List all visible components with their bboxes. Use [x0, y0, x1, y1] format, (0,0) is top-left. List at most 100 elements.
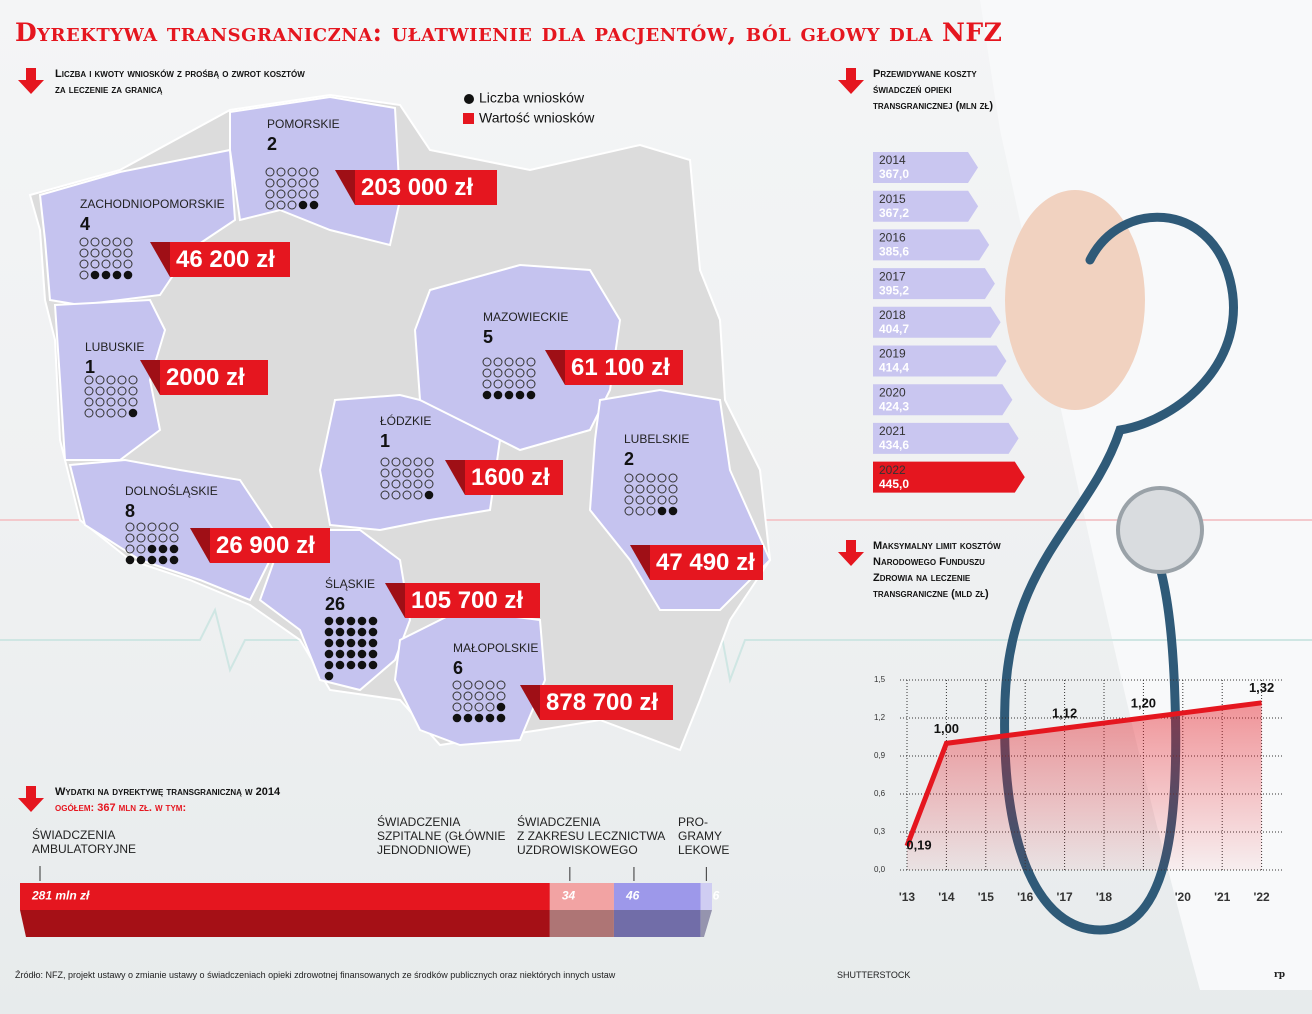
empty-dot [504, 368, 514, 378]
empty-dot [504, 379, 514, 389]
value-label: 0,19 [906, 837, 931, 852]
legend-marker [464, 94, 474, 104]
projection-bar [873, 229, 990, 261]
arrow-icon [18, 68, 44, 94]
x-tick-label: '15 [978, 890, 995, 904]
region-count: 26 [325, 594, 345, 614]
count-dot [298, 200, 308, 210]
empty-dot [117, 408, 127, 418]
y-tick-label: 1,5 [874, 675, 886, 684]
region-shape [53, 298, 167, 461]
count-dot [357, 638, 367, 648]
main-title: Dyrektywa transgraniczna: ułatwienie dla… [15, 18, 1003, 47]
empty-dot [298, 178, 308, 188]
empty-dot [123, 237, 133, 247]
arrow-icon [838, 68, 864, 94]
count-dot [368, 638, 378, 648]
count-dot [147, 555, 157, 565]
empty-dot [158, 533, 168, 543]
count-dot [101, 270, 111, 280]
empty-dot [496, 691, 506, 701]
empty-dot [147, 522, 157, 532]
empty-dot [452, 691, 462, 701]
value-label: 424,3 [879, 399, 909, 413]
count-dot [324, 638, 334, 648]
count-dot [169, 555, 179, 565]
count-dot [335, 660, 345, 670]
badge-tail [150, 242, 170, 277]
legend-marker [463, 113, 474, 124]
year-label: 2017 [879, 269, 906, 283]
value-label: 47 490 zł [656, 549, 755, 576]
region-count: 4 [80, 214, 90, 234]
category-label: Z ZAKRESU LECZNICTWA [517, 829, 665, 843]
empty-dot [309, 178, 319, 188]
empty-dot [265, 178, 275, 188]
value-label: 395,2 [879, 283, 909, 297]
value-label: 1,00 [934, 721, 959, 736]
count-dot [515, 390, 525, 400]
count-dot [368, 649, 378, 659]
count-dot [136, 555, 146, 565]
region-name: ZACHODNIOPOMORSKIE [80, 197, 225, 211]
count-dot [335, 616, 345, 626]
count-dot [368, 616, 378, 626]
year-label: 2020 [879, 385, 906, 399]
empty-dot [413, 479, 423, 489]
empty-dot [158, 522, 168, 532]
empty-dot [276, 200, 286, 210]
empty-dot [657, 495, 667, 505]
empty-dot [112, 248, 122, 258]
count-dot [128, 408, 138, 418]
empty-dot [657, 473, 667, 483]
region-count: 8 [125, 501, 135, 521]
empty-dot [265, 200, 275, 210]
x-tick-label: '22 [1253, 890, 1270, 904]
count-dot [123, 270, 133, 280]
category-label: AMBULATORYJNE [32, 842, 136, 856]
x-tick-label: '18 [1096, 890, 1113, 904]
empty-dot [265, 167, 275, 177]
value-badge [650, 545, 763, 580]
value-label: 46 200 zł [176, 246, 275, 273]
projection-bar [873, 461, 1025, 493]
empty-dot [496, 680, 506, 690]
empty-dot [452, 680, 462, 690]
empty-dot [646, 484, 656, 494]
count-dot [357, 627, 367, 637]
empty-dot [136, 533, 146, 543]
value-label: 878 700 zł [546, 689, 658, 716]
y-tick-label: 0,9 [874, 751, 886, 760]
empty-dot [413, 457, 423, 467]
value-badge [405, 583, 540, 618]
empty-dot [380, 490, 390, 500]
empty-dot [482, 379, 492, 389]
category-label: PRO- [678, 815, 708, 829]
count-dot [357, 616, 367, 626]
empty-dot [265, 189, 275, 199]
count-dot [147, 544, 157, 554]
badge-tail [630, 545, 650, 580]
empty-dot [526, 357, 536, 367]
empty-dot [169, 522, 179, 532]
empty-dot [169, 533, 179, 543]
projection-bar [873, 190, 979, 222]
category-label: ŚWIADCZENIA [517, 814, 600, 829]
value-label: 1600 zł [471, 464, 550, 491]
empty-dot [101, 259, 111, 269]
bar-segment [549, 883, 614, 910]
source: Źródło: NFZ, projekt ustawy o zmianie us… [15, 970, 616, 980]
region-name: LUBUSKIE [85, 340, 144, 354]
value-label: 26 900 zł [216, 532, 315, 559]
empty-dot [298, 189, 308, 199]
region-count: 5 [483, 327, 493, 347]
category-label: LEKOWE [678, 843, 729, 857]
count-dot [125, 555, 135, 565]
line [904, 700, 1262, 847]
empty-dot [624, 484, 634, 494]
x-tick-label: '20 [1175, 890, 1192, 904]
count-dot [346, 649, 356, 659]
x-tick-label: '16 [1017, 890, 1034, 904]
empty-dot [101, 237, 111, 247]
empty-dot [84, 408, 94, 418]
